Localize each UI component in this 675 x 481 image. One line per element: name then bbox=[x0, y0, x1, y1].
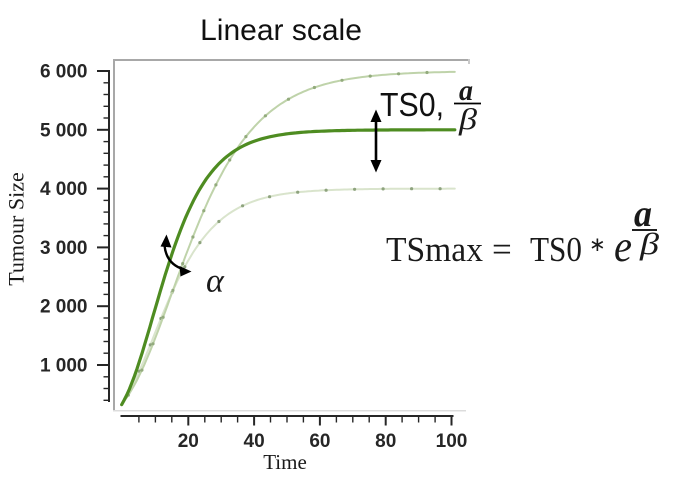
svg-text:e: e bbox=[614, 222, 632, 271]
svg-text:β: β bbox=[458, 103, 477, 136]
svg-text:5 000: 5 000 bbox=[40, 120, 88, 141]
svg-text:1 000: 1 000 bbox=[40, 356, 88, 377]
svg-text:TS0,: TS0, bbox=[380, 86, 444, 123]
svg-text:β: β bbox=[639, 226, 660, 261]
svg-text:6 000: 6 000 bbox=[40, 62, 88, 83]
svg-text:TSmax: TSmax bbox=[386, 230, 483, 269]
svg-text:α: α bbox=[206, 263, 225, 300]
svg-text:100: 100 bbox=[436, 431, 468, 452]
svg-text:Linear scale: Linear scale bbox=[200, 14, 362, 47]
svg-text:80: 80 bbox=[375, 431, 396, 452]
svg-text:a: a bbox=[459, 74, 473, 107]
svg-text:2 000: 2 000 bbox=[40, 297, 88, 318]
svg-text:∗: ∗ bbox=[589, 234, 606, 256]
svg-text:40: 40 bbox=[244, 431, 265, 452]
svg-text:3 000: 3 000 bbox=[40, 238, 88, 259]
svg-text:TS0: TS0 bbox=[530, 230, 582, 269]
svg-text:20: 20 bbox=[178, 431, 199, 452]
svg-text:60: 60 bbox=[309, 431, 330, 452]
svg-text:a: a bbox=[634, 193, 652, 235]
svg-text:4 000: 4 000 bbox=[40, 179, 88, 200]
svg-text:=: = bbox=[492, 230, 512, 269]
svg-text:Time: Time bbox=[263, 450, 307, 474]
svg-text:Tumour Size: Tumour Size bbox=[4, 172, 29, 285]
